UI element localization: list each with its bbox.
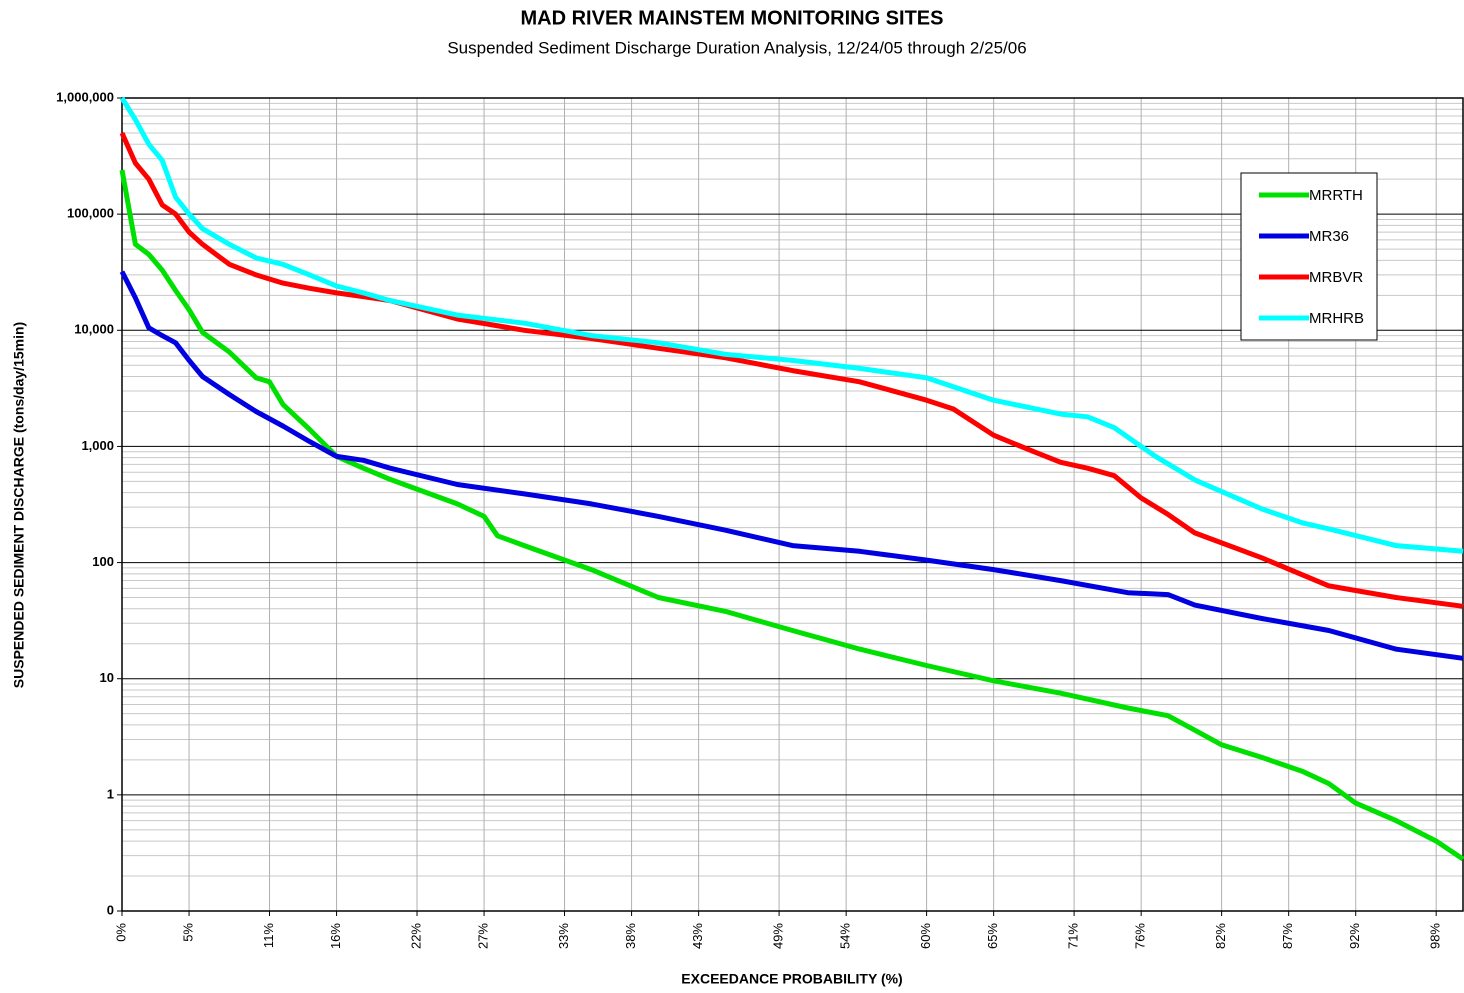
y-tick-label: 1 [107, 786, 114, 801]
x-tick-label: 33% [556, 923, 571, 949]
x-tick-label: 92% [1347, 923, 1362, 949]
legend: MRRTH MR36 MRBVR MRHRB [1240, 172, 1378, 341]
y-tick-label: 100,000 [67, 206, 114, 221]
legend-label: MR36 [1309, 228, 1349, 245]
x-tick-label: 60% [918, 923, 933, 949]
plot-frame [121, 97, 1464, 912]
legend-label: MRHRB [1309, 310, 1364, 327]
x-tick-label: 11% [261, 923, 276, 948]
x-tick-label: 87% [1280, 923, 1295, 949]
x-tick-label: 71% [1066, 923, 1081, 949]
y-tick-label: 0 [107, 902, 114, 917]
chart-title: MAD RIVER MAINSTEM MONITORING SITES [521, 7, 944, 29]
legend-box [1240, 172, 1378, 341]
x-tick-label: 16% [328, 923, 343, 949]
x-axis-label: EXCEEDANCE PROBABILITY (%) [681, 971, 902, 987]
y-tick-label: 1,000 [81, 438, 114, 453]
series-line [119, 270, 1464, 661]
x-tick-label: 43% [690, 923, 705, 949]
legend-label: MRBVR [1309, 269, 1363, 286]
x-tick-label: 98% [1428, 923, 1443, 949]
x-tick-label: 22% [408, 923, 423, 949]
series-line [119, 131, 1464, 609]
legend-label: MRRTH [1309, 187, 1363, 204]
x-tick-label: 49% [771, 923, 786, 949]
x-tick-label: 82% [1213, 923, 1228, 949]
x-tick-label: 65% [985, 923, 1000, 949]
x-tick-label: 27% [476, 923, 491, 949]
series-line [119, 169, 1464, 862]
y-tick-label: 1,000,000 [56, 89, 114, 104]
chart-subtitle: Suspended Sediment Discharge Duration An… [447, 38, 1026, 57]
y-axis-label: SUSPENDED SEDIMENT DISCHARGE (tons/day/1… [11, 322, 27, 688]
x-tick-label: 0% [113, 923, 128, 942]
x-tick-label: 38% [623, 923, 638, 949]
x-tick-label: 5% [180, 923, 195, 942]
y-tick-label: 100 [92, 554, 114, 569]
y-tick-label: 10,000 [74, 322, 114, 337]
x-tick-label: 54% [838, 923, 853, 949]
y-tick-label: 10 [100, 670, 114, 685]
x-tick-label: 76% [1133, 923, 1148, 949]
series-line [119, 96, 1464, 554]
